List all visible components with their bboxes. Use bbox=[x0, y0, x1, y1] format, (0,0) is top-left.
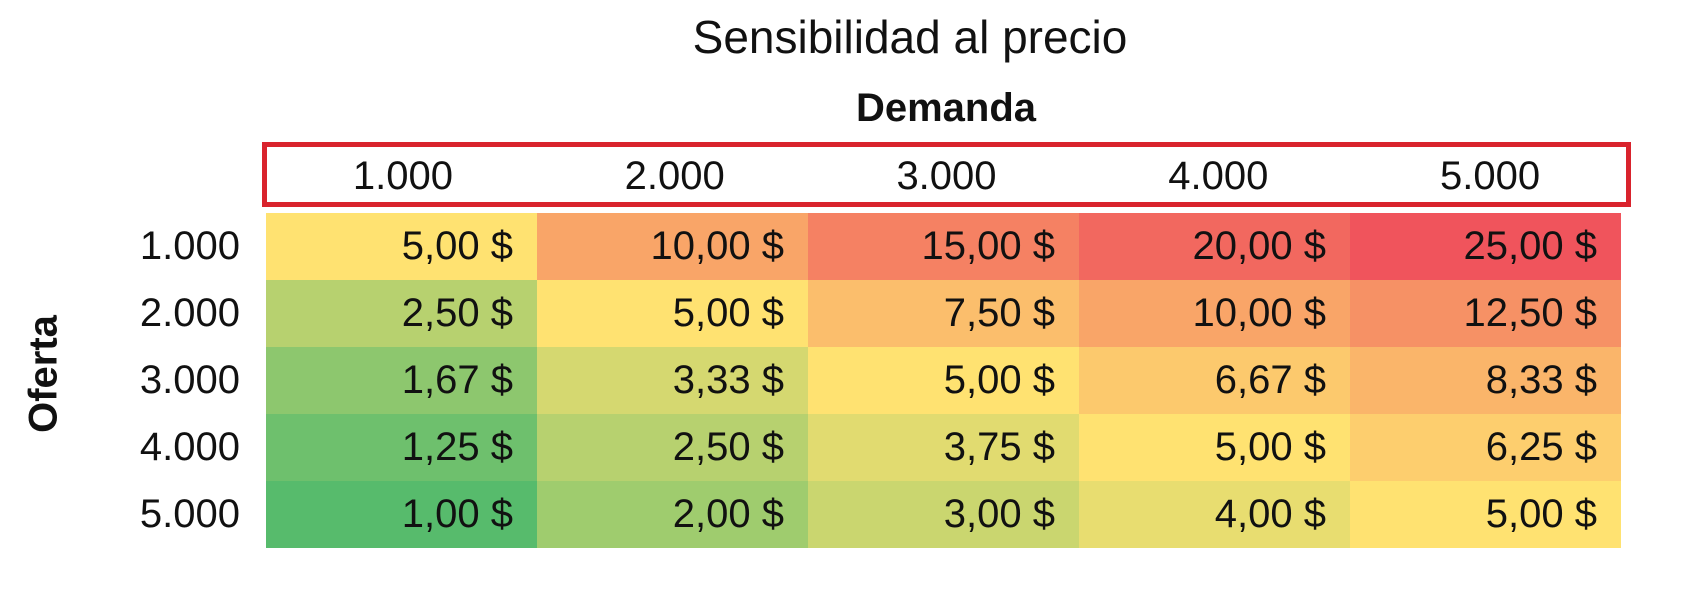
heatmap-cell: 3,33 $ bbox=[537, 347, 808, 414]
heatmap-cell: 2,00 $ bbox=[537, 481, 808, 548]
heatmap-cell: 25,00 $ bbox=[1350, 213, 1621, 280]
column-header: 4.000 bbox=[1168, 154, 1269, 198]
row-header: 3.000 bbox=[139, 358, 240, 402]
row-header: 4.000 bbox=[139, 425, 240, 469]
heatmap-cell: 10,00 $ bbox=[537, 213, 808, 280]
heatmap-cell: 5,00 $ bbox=[1350, 481, 1621, 548]
column-header: 2.000 bbox=[624, 154, 725, 198]
column-header-highlight bbox=[262, 142, 1631, 207]
heatmap-cell: 7,50 $ bbox=[808, 280, 1079, 347]
column-header: 1.000 bbox=[352, 154, 453, 198]
heatmap-cell: 6,67 $ bbox=[1079, 347, 1350, 414]
heatmap-cell: 5,00 $ bbox=[537, 280, 808, 347]
row-header: 5.000 bbox=[139, 492, 240, 536]
x-axis-label: Demanda bbox=[855, 86, 1037, 130]
heatmap-cell: 10,00 $ bbox=[1079, 280, 1350, 347]
heatmap-cell: 5,00 $ bbox=[808, 347, 1079, 414]
heatmap-cell: 5,00 $ bbox=[1079, 414, 1350, 481]
y-axis-label: Oferta bbox=[21, 315, 66, 433]
heatmap-cell: 2,50 $ bbox=[537, 414, 808, 481]
heatmap-cell: 1,25 $ bbox=[266, 414, 537, 481]
heatmap-cell: 1,00 $ bbox=[266, 481, 537, 548]
heatmap-cell: 8,33 $ bbox=[1350, 347, 1621, 414]
heatmap-cell: 3,75 $ bbox=[808, 414, 1079, 481]
heatmap-cell: 12,50 $ bbox=[1350, 280, 1621, 347]
row-header: 2.000 bbox=[139, 291, 240, 335]
column-header: 5.000 bbox=[1440, 154, 1541, 198]
heatmap-cell: 5,00 $ bbox=[266, 213, 537, 280]
chart-title: Sensibilidad al precio bbox=[692, 11, 1128, 63]
column-header: 3.000 bbox=[896, 154, 997, 198]
heatmap-cell: 15,00 $ bbox=[808, 213, 1079, 280]
heatmap-cell: 20,00 $ bbox=[1079, 213, 1350, 280]
heatmap-cell: 4,00 $ bbox=[1079, 481, 1350, 548]
heatmap-cell: 2,50 $ bbox=[266, 280, 537, 347]
heatmap-cell: 1,67 $ bbox=[266, 347, 537, 414]
row-header: 1.000 bbox=[139, 224, 240, 268]
heatmap-cell: 6,25 $ bbox=[1350, 414, 1621, 481]
heatmap-cell: 3,00 $ bbox=[808, 481, 1079, 548]
